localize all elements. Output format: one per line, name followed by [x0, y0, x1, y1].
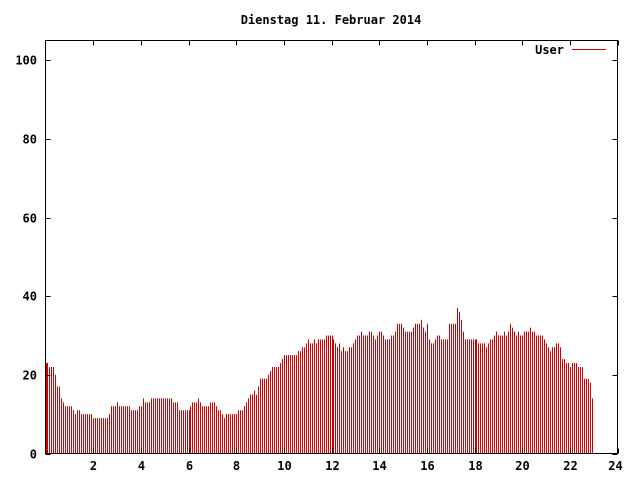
x-tick-label: 20 — [515, 459, 529, 473]
x-tick-label: 16 — [420, 459, 434, 473]
y-tick-label: 40 — [23, 290, 37, 304]
x-tick-label: 8 — [233, 459, 240, 473]
y-axis: 0 20 40 60 80 100 — [15, 54, 618, 462]
legend: User — [535, 43, 606, 57]
series-user-bars — [46, 307, 593, 454]
x-tick-label: 12 — [325, 459, 339, 473]
x-tick-label: 22 — [563, 459, 577, 473]
x-tick-label: 6 — [186, 459, 193, 473]
x-tick-label: 24 — [608, 459, 622, 473]
y-tick-label: 0 — [30, 448, 37, 462]
x-tick-label: 4 — [138, 459, 145, 473]
legend-label-user: User — [535, 43, 564, 57]
chart-title: Dienstag 11. Februar 2014 — [241, 13, 422, 27]
y-tick-label: 60 — [23, 212, 37, 226]
x-tick-label: 10 — [277, 459, 291, 473]
plot-frame — [45, 40, 618, 454]
x-tick-label: 18 — [468, 459, 482, 473]
x-tick-label: 14 — [372, 459, 386, 473]
y-tick-label: 20 — [23, 369, 37, 383]
x-axis: 2 4 6 8 10 12 14 16 18 20 22 24 — [90, 40, 623, 473]
y-tick-label: 80 — [23, 133, 37, 147]
y-tick-label: 100 — [15, 54, 37, 68]
x-tick-label: 2 — [90, 459, 97, 473]
